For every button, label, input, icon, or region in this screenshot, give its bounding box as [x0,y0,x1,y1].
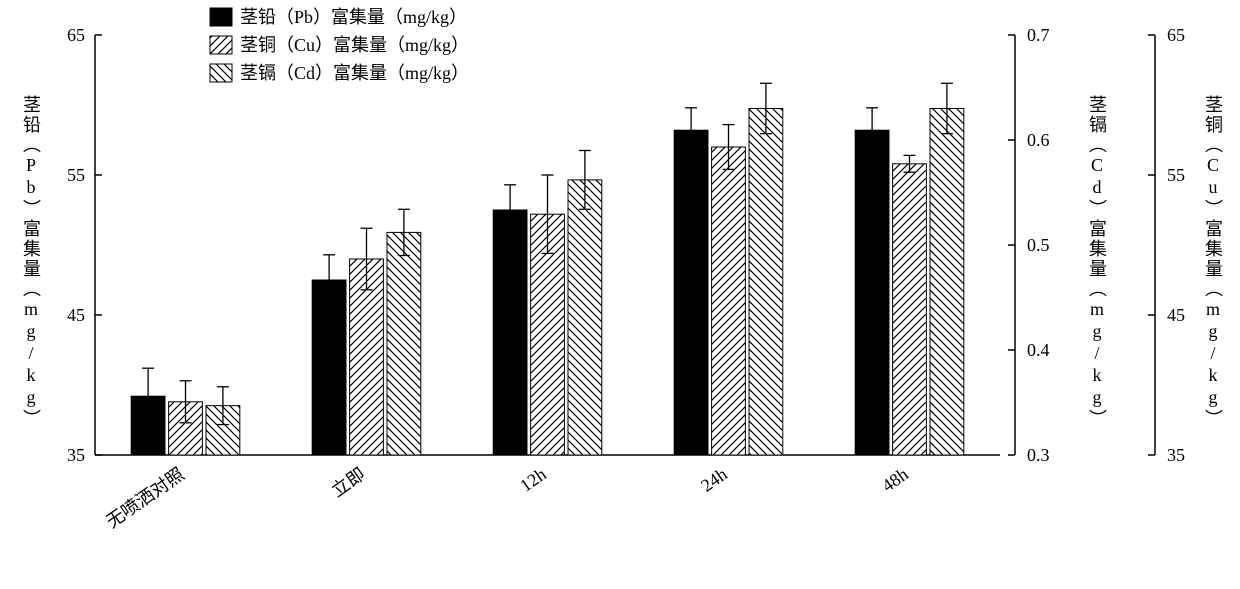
chart-svg: 35 45 55 65 0.3 0.4 0.5 0.6 0.7 35 45 55 65 茎铅（Pb）富集… [0,0,1240,589]
axis-tick-label: 0.3 [1027,445,1050,465]
bar [855,130,889,455]
legend-label: 茎铅（Pb）富集量（mg/kg） [240,7,467,27]
axis-tick-label: 55 [67,165,85,185]
bar [387,232,421,455]
axis-tick-label: 0.7 [1027,25,1050,45]
legend-label: 茎铜（Cu）富集量（mg/kg） [240,35,469,55]
y-right1-axis-title: 茎镉（Cd）富集量（mg/kg） [1084,95,1110,429]
axis-tick-label: 55 [1167,165,1185,185]
x-axis-label: 12h [516,464,550,496]
bar [312,280,346,455]
y-right2-axis-title: 茎铜（Cu）富集量（mg/kg） [1200,95,1226,429]
axis-tick-label: 65 [1167,25,1185,45]
legend-swatch [210,8,232,26]
legend-swatch [210,36,232,54]
bar [674,130,708,455]
x-axis-label: 48h [878,464,912,496]
bar [893,164,927,455]
axis-tick-label: 35 [67,445,85,465]
x-axis-label: 24h [697,464,731,496]
bar [568,180,602,455]
axis-tick-label: 35 [1167,445,1185,465]
bar [749,109,783,456]
bar [493,210,527,455]
x-axis-label: 立即 [328,464,369,501]
chart-container: 茎铅（Pb）富集量（mg/kg） 茎镉（Cd）富集量（mg/kg） 茎铜（Cu）… [0,0,1240,589]
axis-tick-label: 45 [67,305,85,325]
x-axis-label: 无喷洒对照 [103,464,188,532]
legend-label: 茎镉（Cd）富集量（mg/kg） [240,63,469,83]
legend-swatch [210,64,232,82]
bar [712,147,746,455]
axis-tick-label: 45 [1167,305,1185,325]
axis-tick-label: 0.4 [1027,340,1050,360]
y-left-axis-title: 茎铅（Pb）富集量（mg/kg） [18,95,44,429]
bar [930,109,964,456]
axis-tick-label: 0.6 [1027,130,1050,150]
axis-tick-label: 0.5 [1027,235,1050,255]
axis-tick-label: 65 [67,25,85,45]
